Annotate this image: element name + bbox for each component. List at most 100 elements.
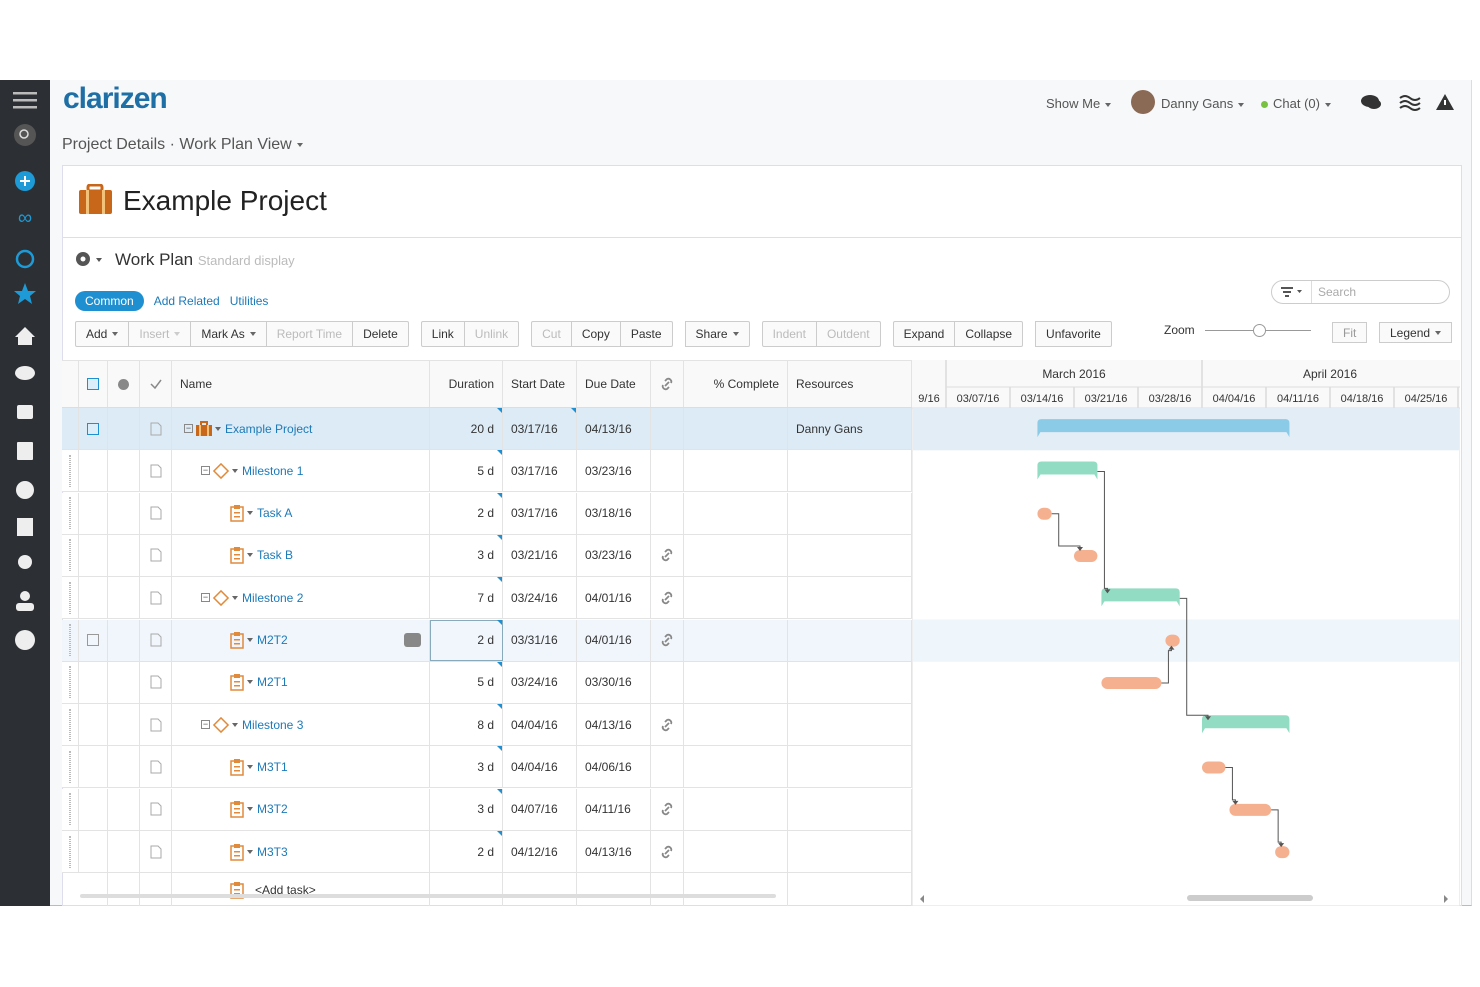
zoom-handle[interactable]	[1253, 324, 1266, 337]
button-label[interactable]: Copy	[581, 327, 610, 341]
grid-row[interactable]: M3T1 3 d 04/04/16 04/06/16	[62, 746, 912, 789]
button-label[interactable]: Paste	[630, 327, 662, 341]
item-name[interactable]: M3T3	[257, 844, 288, 859]
item-name[interactable]: Task B	[257, 548, 294, 563]
add-task-row[interactable]: <Add task>	[62, 873, 912, 906]
tab[interactable]: Common	[75, 291, 144, 311]
column-header: Due Date	[577, 361, 651, 407]
duration: 2 d	[477, 506, 494, 521]
tab[interactable]: Utilities	[229, 294, 269, 308]
status-cell	[108, 577, 140, 619]
button-label[interactable]: Link	[431, 327, 454, 341]
toolbar-button[interactable]: Delete	[353, 321, 409, 347]
link-cell	[651, 704, 684, 746]
legend-button[interactable]: Legend	[1379, 322, 1453, 343]
tab[interactable]: Add Related	[153, 294, 220, 308]
doc-cell	[140, 619, 172, 661]
fit-button[interactable]: Fit	[1332, 322, 1368, 343]
row-select	[78, 408, 108, 449]
link-cell	[651, 619, 684, 661]
grid-row[interactable]: M3T3 2 d 04/12/16 04/13/16	[62, 831, 912, 873]
grid-row[interactable]: Task A 2 d 03/17/16 03/18/16	[62, 492, 912, 535]
chat-menu[interactable]: Chat (0)	[1261, 96, 1331, 111]
scroll-left[interactable]	[920, 895, 924, 903]
logo[interactable]: clarizen	[63, 82, 168, 115]
grid-row[interactable]: − Example Project 20 d 03/17/16 04/13/16 Dann…	[62, 408, 912, 450]
gantt-bar	[1275, 846, 1290, 859]
status-cell	[108, 746, 140, 788]
button-label[interactable]: Collapse	[965, 327, 1013, 341]
button-label: Report Time	[276, 327, 343, 341]
item-name[interactable]: Milestone 3	[242, 717, 304, 732]
avatar[interactable]	[1131, 90, 1155, 114]
item-name[interactable]: M2T2	[257, 633, 288, 647]
button-label[interactable]: Mark As	[201, 327, 245, 341]
filter-button[interactable]	[1272, 281, 1312, 303]
add-task[interactable]: <Add task>	[255, 882, 316, 897]
scroll-right[interactable]	[1444, 895, 1448, 903]
toolbar: Add Insert Mark As Report Time Delete Link Unl…	[75, 321, 1124, 347]
name-cell: Task B	[172, 534, 430, 576]
header-icons[interactable]	[1358, 92, 1458, 114]
button-label[interactable]: Add	[86, 327, 108, 341]
grid-row[interactable]: M3T2 3 d 04/07/16 04/11/16	[62, 788, 912, 831]
toolbar-button[interactable]: Add	[75, 321, 130, 347]
column-header: % Complete	[684, 361, 788, 407]
add-task-cell: <Add task>	[172, 873, 430, 906]
complete-cell	[684, 661, 788, 703]
due-date: 03/18/16	[585, 506, 632, 521]
button-label[interactable]: Unfavorite	[1046, 327, 1101, 341]
grid-row[interactable]: − Milestone 2 7 d 03/24/16 04/01/16	[62, 577, 912, 620]
view-selector[interactable]: Work Plan View	[179, 136, 292, 153]
user-name[interactable]: Danny Gans	[1161, 96, 1234, 111]
start-cell: 04/07/16	[503, 788, 577, 830]
grid-row[interactable]: M2T1 5 d 03/24/16 03/30/16	[62, 661, 912, 704]
item-name[interactable]: Milestone 2	[242, 590, 304, 605]
grid-row[interactable]: M2T2 2 d 03/31/16 04/01/16	[62, 619, 912, 662]
settings-gear[interactable]	[75, 251, 105, 269]
gantt-bar	[1101, 676, 1162, 689]
button-group: Link Unlink	[420, 321, 520, 347]
toolbar-button[interactable]: Unfavorite	[1035, 321, 1112, 347]
due-cell: 04/06/16	[577, 746, 651, 788]
item-name[interactable]: Milestone 1	[242, 463, 304, 478]
arrow-head	[1232, 800, 1239, 805]
toolbar-button[interactable]: Paste	[620, 321, 673, 347]
project-details-link[interactable]: Project Details	[62, 136, 166, 153]
toolbar-button[interactable]: Collapse	[955, 321, 1024, 347]
button-label: Outdent	[826, 327, 870, 341]
doc-cell	[140, 577, 172, 619]
header-cell	[62, 361, 79, 407]
item-name[interactable]: Task A	[257, 506, 293, 521]
item-name[interactable]: M3T2	[257, 802, 288, 817]
toolbar-button[interactable]: Mark As	[191, 321, 267, 347]
toolbar-button[interactable]: Share	[684, 321, 750, 347]
caret	[112, 332, 119, 336]
toolbar-button: Cut	[531, 321, 572, 347]
item-name[interactable]: M3T1	[257, 759, 288, 774]
grid-row[interactable]: − Milestone 3 8 d 04/04/16 04/13/16	[62, 704, 912, 747]
toolbar-button[interactable]: Expand	[892, 321, 956, 347]
toolbar-button[interactable]: Copy	[571, 321, 621, 347]
show-me[interactable]: Show Me	[1046, 96, 1101, 111]
item-name[interactable]: M2T1	[257, 675, 288, 690]
toolbar-button[interactable]: Link	[420, 321, 465, 347]
grid-row[interactable]: − Milestone 1 5 d 03/17/16 03/23/16	[62, 450, 912, 493]
button-label[interactable]: Expand	[903, 327, 945, 341]
legend-label[interactable]: Legend	[1390, 325, 1431, 340]
drag-handle	[62, 408, 79, 449]
resources-cell	[788, 619, 912, 661]
button-label[interactable]: Share	[695, 327, 728, 341]
status-cell	[108, 661, 140, 703]
empty-cell	[651, 873, 684, 906]
due-date: 04/13/16	[585, 717, 632, 732]
grid-row[interactable]: Task B 3 d 03/21/16 03/23/16	[62, 534, 912, 577]
search-box[interactable]: Search	[1271, 280, 1450, 304]
show-me-menu[interactable]: Show Me	[1046, 96, 1112, 111]
chat[interactable]: Chat (0)	[1273, 96, 1320, 111]
search-placeholder[interactable]: Search	[1318, 285, 1357, 299]
button-label[interactable]: Delete	[363, 327, 398, 341]
item-name[interactable]: Example Project	[225, 421, 313, 436]
due-date: 04/01/16	[585, 590, 632, 605]
user-menu[interactable]: Danny Gans	[1161, 96, 1245, 111]
